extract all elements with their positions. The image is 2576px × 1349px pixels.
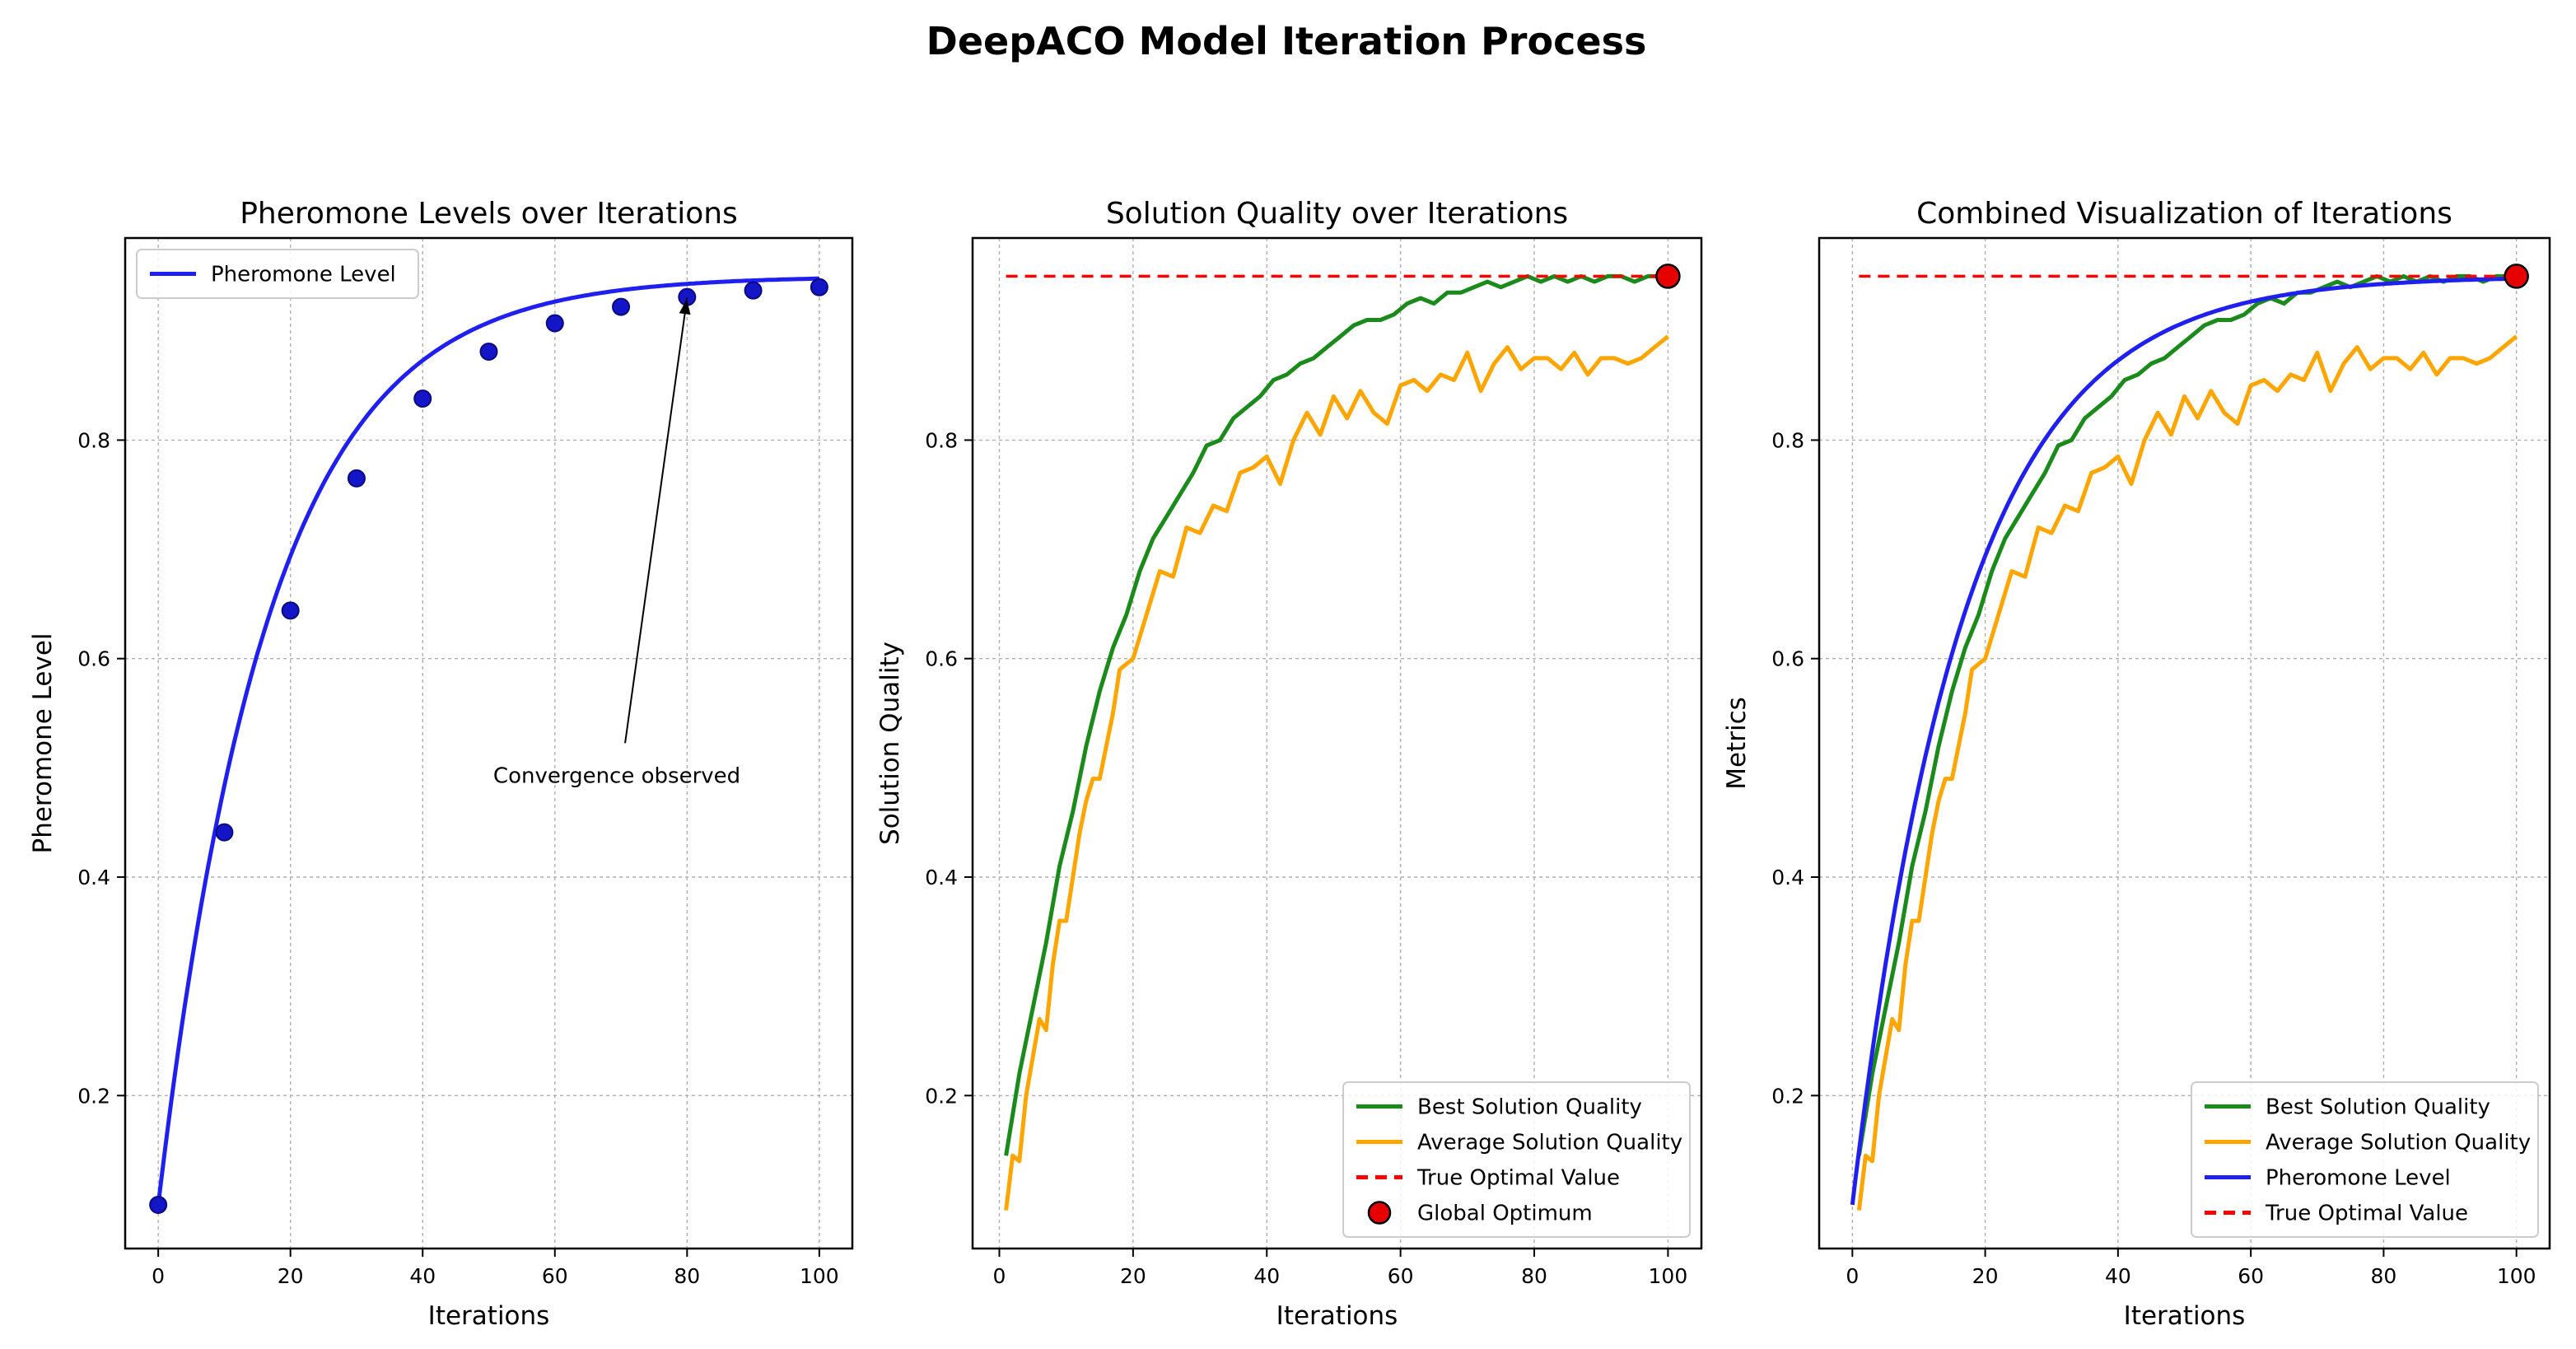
y-tick-label: 0.8 — [77, 428, 110, 452]
legend: Best Solution Quality Average Solution Qu… — [1342, 1081, 1691, 1238]
chart-panels: 0 20 40 60 80 100 0.2 0.4 0.6 0.8 Pheromone Levels… — [28, 197, 2551, 1331]
legend-box — [136, 249, 419, 299]
series-line-average — [1004, 334, 1669, 1211]
x-axis-label: Iterations — [428, 1301, 550, 1331]
x-tick-label: 40 — [1253, 1264, 1280, 1288]
axes-frame — [124, 236, 854, 1250]
series-line-best — [1004, 273, 1668, 1156]
y-tick-label: 0.6 — [1771, 647, 1804, 671]
y-tick-label: 0.6 — [925, 647, 958, 671]
series-line-pheromone — [156, 276, 819, 1206]
y-tick-label: 0.2 — [77, 1084, 110, 1108]
x-tick-label: 0 — [993, 1264, 1006, 1288]
y-tick-label: 0.2 — [925, 1084, 958, 1108]
x-tick-label: 100 — [2497, 1264, 2536, 1288]
x-tick-label: 80 — [1521, 1264, 1547, 1288]
data-point-pheromone — [215, 823, 234, 842]
x-axis-label: Iterations — [2124, 1301, 2246, 1331]
subplot-1: 0 20 40 60 80 100 0.2 0.4 0.6 0.8 Pheromone Levels… — [28, 197, 854, 1331]
y-tick-label: 0.2 — [1771, 1084, 1804, 1108]
y-axis-label: Metrics — [1722, 697, 1752, 790]
plot-series — [1850, 273, 2518, 1211]
data-point-pheromone — [479, 342, 498, 361]
annotation-arrow-line — [624, 297, 688, 744]
legend-label: True Optimal Value — [2265, 1202, 2468, 1226]
annotation-arrow-head — [679, 299, 691, 315]
y-tick-label: 0.8 — [1771, 428, 1804, 452]
x-tick-label: 100 — [1649, 1264, 1688, 1288]
plot-series — [156, 276, 819, 1206]
y-tick-label: 0.4 — [1771, 866, 1804, 889]
legend: Best Solution Quality Average Solution Qu… — [2191, 1081, 2539, 1238]
x-axis-label: Iterations — [1276, 1301, 1398, 1331]
x-tick-label: 80 — [2371, 1264, 2397, 1288]
legend-label: Global Optimum — [1417, 1202, 1593, 1226]
y-axis-label: Solution Quality — [875, 642, 905, 845]
series-line-average — [1856, 334, 2518, 1211]
legend-box — [1342, 1081, 1691, 1238]
legend-label: Best Solution Quality — [1417, 1095, 1642, 1120]
x-tick-label: 100 — [800, 1264, 839, 1288]
data-point-pheromone — [413, 389, 432, 408]
legend-label: Average Solution Quality — [1417, 1131, 1682, 1155]
data-point-pheromone — [281, 601, 300, 620]
axes-frame — [971, 236, 1703, 1250]
data-point-pheromone — [149, 1195, 168, 1214]
subplot-title: Solution Quality over Iterations — [1106, 197, 1568, 231]
data-point-pheromone — [347, 469, 366, 488]
x-tick-label: 60 — [2238, 1264, 2264, 1288]
x-tick-label: 60 — [542, 1264, 568, 1288]
global-optimum-marker — [1655, 264, 1681, 289]
annotation-text: Convergence observed — [493, 763, 740, 788]
x-tick-label: 80 — [674, 1264, 700, 1288]
legend-label: True Optimal Value — [1416, 1166, 1620, 1191]
legend-box — [2191, 1081, 2539, 1238]
x-tick-label: 20 — [1120, 1264, 1146, 1288]
legend-label: Best Solution Quality — [2266, 1095, 2490, 1120]
legend-label: Average Solution Quality — [2266, 1131, 2531, 1155]
y-tick-label: 0.4 — [77, 866, 110, 889]
x-tick-label: 20 — [278, 1264, 304, 1288]
legend-label: Pheromone Level — [211, 263, 396, 287]
x-tick-label: 0 — [1846, 1264, 1859, 1288]
data-point-pheromone — [545, 314, 564, 333]
y-tick-label: 0.8 — [925, 428, 958, 452]
x-tick-label: 60 — [1388, 1264, 1414, 1288]
x-tick-label: 0 — [152, 1264, 165, 1288]
subplot-title: Pheromone Levels over Iterations — [240, 197, 738, 231]
subplot-3: 0 20 40 60 80 100 0.2 0.4 0.6 0.8 Combined Visuali… — [1722, 197, 2551, 1331]
y-tick-label: 0.4 — [925, 866, 958, 889]
subplot-2: 0 20 40 60 80 100 0.2 0.4 0.6 0.8 Solution Quality… — [875, 197, 1703, 1331]
global-optimum-marker — [2504, 264, 2529, 289]
plot-series — [1004, 273, 1669, 1211]
y-axis-label: Pheromone Level — [28, 632, 58, 853]
data-point-pheromone — [612, 297, 631, 316]
data-point-pheromone — [744, 281, 763, 300]
axes-frame — [1818, 236, 2551, 1250]
data-point-pheromone — [810, 278, 828, 296]
figure-title: DeepACO Model Iteration Process — [926, 19, 1647, 63]
x-tick-label: 40 — [2105, 1264, 2131, 1288]
legend-swatch-global-optimum — [1367, 1201, 1392, 1225]
legend-label: Pheromone Level — [2266, 1166, 2451, 1191]
legend: Pheromone Level — [136, 249, 419, 299]
series-line-pheromone — [1850, 276, 2517, 1206]
x-tick-label: 20 — [1972, 1264, 1999, 1288]
y-tick-label: 0.6 — [77, 647, 110, 671]
series-line-best — [1856, 273, 2517, 1156]
subplot-title: Combined Visualization of Iterations — [1916, 197, 2452, 231]
x-tick-label: 40 — [409, 1264, 436, 1288]
